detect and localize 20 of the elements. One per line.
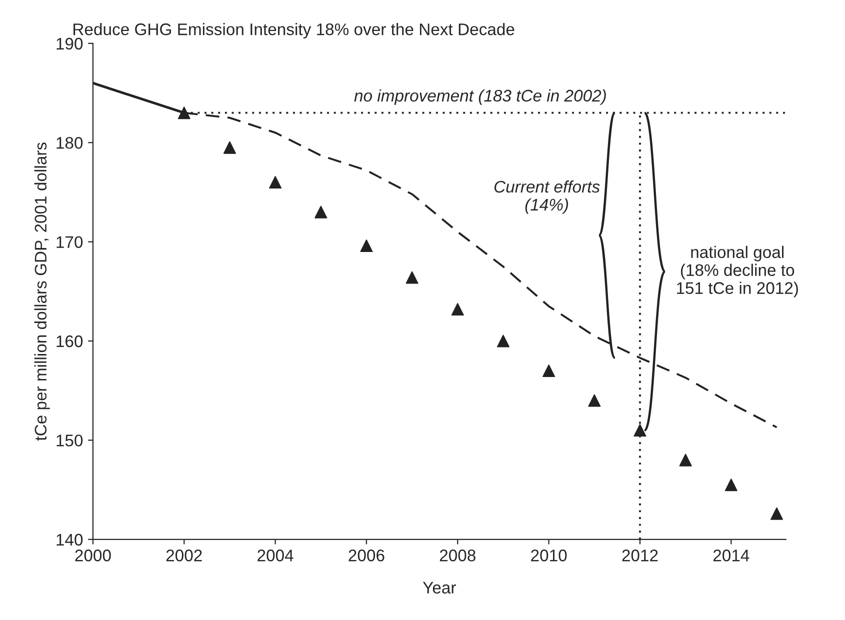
- x-tick-label: 2002: [166, 550, 202, 562]
- x-axis-title: Year: [422, 582, 456, 594]
- x-tick-label: 2008: [440, 550, 476, 562]
- x-tick-label: 2006: [348, 550, 384, 562]
- y-tick-label: 160: [56, 335, 83, 348]
- chart-title: Reduce GHG Emission Intensity 18% over the Next Decade: [74, 22, 514, 39]
- x-tick-label: 2010: [531, 550, 567, 562]
- x-tick-label: 2012: [622, 550, 658, 562]
- annotation: Current efforts (14%): [494, 180, 600, 214]
- y-tick-label: 140: [56, 534, 83, 546]
- y-tick-label: 190: [56, 38, 83, 50]
- y-tick-label: 170: [56, 236, 83, 248]
- y-tick-label: 150: [56, 434, 83, 446]
- x-tick-label: 2000: [75, 550, 111, 562]
- x-tick-label: 2014: [713, 550, 750, 562]
- x-tick-label: 2004: [258, 550, 294, 562]
- annotation: no improvement (183 tCe in 2002): [354, 89, 606, 105]
- y-axis-title: tCe per million dollars GDP, 2001 dollars: [34, 142, 50, 441]
- annotation: national goal (18% decline to 151 tCe in 2012): [677, 246, 798, 298]
- y-tick-label: 180: [56, 137, 83, 149]
